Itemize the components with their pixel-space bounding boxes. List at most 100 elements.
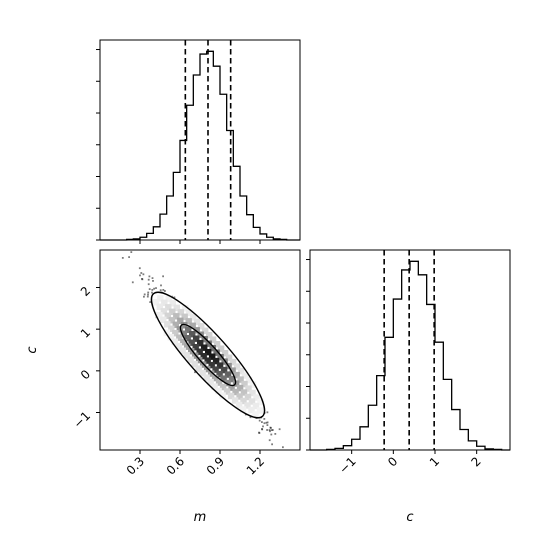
scatter-point xyxy=(148,275,151,278)
scatter-point xyxy=(269,426,272,429)
density-cell xyxy=(205,340,212,347)
scatter-point xyxy=(146,295,149,298)
scatter-point xyxy=(121,257,124,259)
density-cell xyxy=(187,356,194,363)
density-cell xyxy=(229,358,237,366)
scatter-point xyxy=(266,421,269,424)
density-cell xyxy=(248,398,256,405)
scatter-point xyxy=(270,433,273,436)
scatter-point xyxy=(266,429,268,431)
density-cell xyxy=(209,345,216,352)
density-cell xyxy=(167,334,174,341)
scatter-point xyxy=(263,422,266,425)
c-histogram-panel: −1 0 1 2 c xyxy=(306,249,511,525)
density-cell xyxy=(183,352,190,359)
scatter-point xyxy=(282,446,284,449)
density-cell xyxy=(181,313,188,320)
density-cell xyxy=(211,383,218,390)
density-cell xyxy=(245,376,253,384)
scatter-point xyxy=(142,273,145,276)
m-histogram-panel xyxy=(96,39,301,244)
joint-x-ticks: 0.3 0.6 0.9 1.2 xyxy=(124,450,267,478)
density-cell xyxy=(212,366,219,373)
scatter-point xyxy=(138,267,141,270)
density-cell xyxy=(160,308,167,315)
density-cell xyxy=(173,313,180,320)
density-cell xyxy=(161,299,168,306)
density-cell xyxy=(205,349,212,356)
joint-y-ticks: −1 0 1 2 xyxy=(71,284,100,431)
density-cell xyxy=(244,402,251,409)
density-cell xyxy=(223,388,231,395)
density-cell xyxy=(237,367,245,375)
density-cell xyxy=(256,407,264,414)
scatter-point xyxy=(131,281,134,284)
density-cell xyxy=(209,353,216,360)
density-cell xyxy=(172,330,179,337)
density-cell xyxy=(241,380,248,388)
density-cell xyxy=(177,317,184,324)
density-cell xyxy=(228,384,235,391)
m-quantile-lines xyxy=(184,40,232,240)
density-cell xyxy=(169,308,176,315)
scatter-point xyxy=(152,280,154,282)
density-cell xyxy=(199,369,206,377)
density-cell xyxy=(231,397,239,404)
density-cell xyxy=(236,384,244,392)
density-cell xyxy=(208,370,215,377)
scatter-point xyxy=(258,432,261,434)
joint-contours xyxy=(150,291,266,419)
contour-outer xyxy=(150,291,266,419)
density-cell xyxy=(253,394,260,401)
density-cell xyxy=(249,389,256,397)
density-cell xyxy=(239,406,247,413)
density-cell xyxy=(176,334,183,341)
density-cell xyxy=(203,374,210,381)
density-cell xyxy=(179,347,186,354)
scatter-point xyxy=(262,425,264,428)
density-cell xyxy=(165,295,172,303)
density-cell xyxy=(219,383,227,391)
density-cell xyxy=(196,348,203,355)
density-cell xyxy=(211,374,219,382)
density-cell xyxy=(217,345,225,352)
x-tick-label: 0.6 xyxy=(164,454,187,477)
density-cell xyxy=(207,378,214,386)
x-tick-label: 0 xyxy=(385,454,400,469)
density-cell xyxy=(244,393,252,401)
density-cell xyxy=(191,360,198,368)
y-tick-label: 0 xyxy=(78,367,93,382)
scatter-point xyxy=(162,275,164,278)
density-cell xyxy=(215,379,223,386)
density-cell xyxy=(184,335,191,342)
density-cell xyxy=(248,406,255,414)
scatter-point xyxy=(164,290,166,292)
density-cell xyxy=(202,327,209,334)
density-cell xyxy=(185,326,192,333)
y-tick-label: 1 xyxy=(78,325,93,340)
scatter-point xyxy=(274,433,277,435)
m-histogram-y-ticks xyxy=(96,49,100,241)
y-axis-label-c: c xyxy=(25,346,40,353)
density-cell xyxy=(192,344,199,351)
density-cell xyxy=(188,339,195,346)
density-cell xyxy=(237,376,244,383)
x-axis-label-m: m xyxy=(194,510,207,525)
c-histogram-y-ticks xyxy=(306,259,310,451)
density-cell xyxy=(186,309,193,316)
density-cell xyxy=(227,392,235,400)
density-cell xyxy=(177,309,184,316)
density-cell xyxy=(252,411,259,418)
density-cell xyxy=(240,389,248,396)
scatter-point xyxy=(266,411,269,414)
scatter-point xyxy=(147,283,150,286)
scatter-point xyxy=(266,424,269,426)
joint-density-fill xyxy=(151,292,265,418)
scatter-point xyxy=(249,416,252,419)
m-histogram-frame xyxy=(99,39,301,241)
density-cell xyxy=(225,354,233,361)
x-tick-label: 2 xyxy=(468,454,483,469)
scatter-point xyxy=(140,272,143,274)
x-tick-label: 1 xyxy=(427,454,442,469)
scatter-point xyxy=(148,288,151,290)
